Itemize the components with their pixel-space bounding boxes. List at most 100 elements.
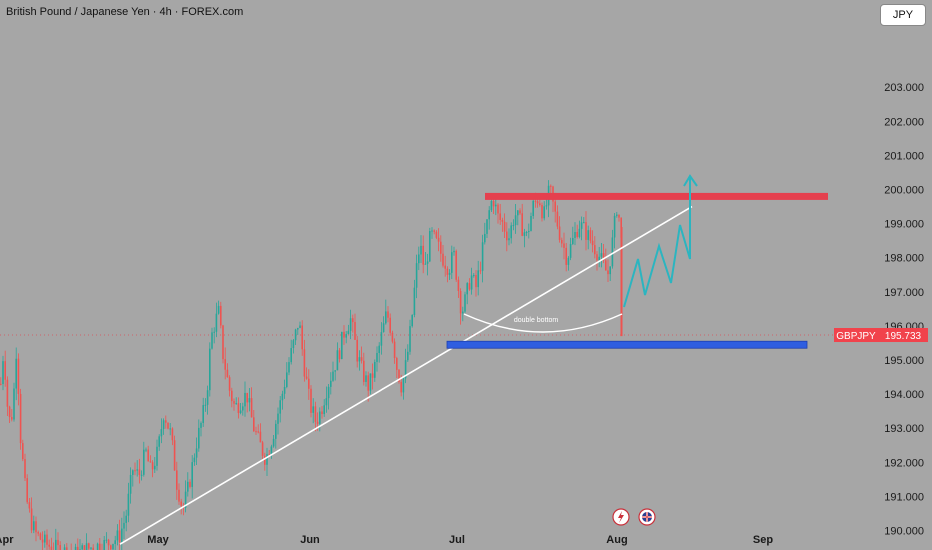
candle-body bbox=[433, 230, 435, 232]
y-tick-label: 191.000 bbox=[884, 491, 924, 503]
candle-body bbox=[345, 334, 347, 338]
candle-body bbox=[442, 253, 444, 266]
symbol-tag[interactable] bbox=[834, 328, 878, 343]
x-tick-label: Sep bbox=[753, 534, 773, 546]
candle-body bbox=[171, 428, 174, 441]
candle-body bbox=[391, 332, 394, 342]
candle-body bbox=[374, 361, 376, 378]
candle-body bbox=[107, 539, 110, 546]
candle-body bbox=[437, 237, 440, 242]
candle-body bbox=[277, 413, 279, 424]
candle-body bbox=[591, 240, 594, 246]
support-zone-outline bbox=[446, 340, 808, 349]
candle-body bbox=[154, 465, 156, 470]
candle-body bbox=[481, 242, 484, 271]
candle-body bbox=[22, 443, 24, 460]
candle-body bbox=[261, 442, 264, 456]
candle-body bbox=[316, 421, 319, 424]
candle-body bbox=[589, 230, 592, 241]
candle-body bbox=[349, 318, 352, 331]
candle-body bbox=[429, 231, 431, 262]
candle-body bbox=[303, 349, 306, 377]
candle-body bbox=[420, 245, 422, 255]
candle-body bbox=[275, 423, 277, 439]
y-tick-label: 195.000 bbox=[884, 355, 924, 367]
support-zone[interactable] bbox=[447, 341, 807, 349]
candle-body bbox=[180, 501, 182, 506]
candle-body bbox=[55, 539, 57, 550]
currency-button[interactable]: JPY bbox=[880, 4, 926, 26]
candle-body bbox=[59, 545, 61, 550]
projection-path[interactable] bbox=[623, 177, 691, 308]
candle-body bbox=[536, 201, 539, 204]
candle-body bbox=[279, 400, 281, 414]
candle-body bbox=[347, 330, 350, 335]
candle-body bbox=[389, 317, 391, 333]
candle-body bbox=[184, 491, 187, 508]
candle-body bbox=[19, 393, 22, 444]
candle-body bbox=[88, 543, 90, 549]
y-tick-label: 190.000 bbox=[884, 526, 924, 538]
candle-body bbox=[453, 250, 455, 253]
candle-body bbox=[409, 326, 411, 352]
candle-body bbox=[121, 528, 123, 543]
candle-body bbox=[444, 265, 446, 269]
trend-line[interactable] bbox=[119, 205, 693, 545]
y-tick-label: 197.000 bbox=[884, 287, 924, 299]
candle-body bbox=[198, 427, 200, 449]
candle-body bbox=[558, 226, 561, 240]
candle-body bbox=[290, 348, 292, 363]
candle-body bbox=[539, 203, 541, 205]
candle-body bbox=[77, 546, 79, 550]
candle-body bbox=[66, 547, 68, 550]
candle-body bbox=[39, 533, 42, 540]
candle-body bbox=[528, 230, 530, 232]
candle-body bbox=[451, 252, 453, 273]
candle-body bbox=[235, 403, 237, 405]
candle-body bbox=[506, 231, 508, 241]
candle-body bbox=[48, 544, 50, 547]
candle-body bbox=[35, 521, 37, 533]
candle-body bbox=[365, 375, 367, 383]
candle-body bbox=[503, 221, 506, 232]
candle-body bbox=[600, 253, 603, 257]
candle-body bbox=[466, 283, 468, 295]
candle-body bbox=[576, 231, 578, 238]
candle-body bbox=[532, 200, 534, 216]
y-tick-label: 193.000 bbox=[884, 423, 924, 435]
candle-body bbox=[266, 454, 268, 465]
candle-body bbox=[358, 357, 361, 362]
projection-arrowhead bbox=[683, 174, 698, 187]
y-tick-label: 200.000 bbox=[884, 185, 924, 197]
candle-body bbox=[162, 420, 165, 430]
candle-body bbox=[497, 204, 499, 214]
candle-body bbox=[125, 515, 127, 523]
candle-body bbox=[226, 369, 229, 378]
price-axis-panel[interactable] bbox=[870, 0, 932, 550]
candle-body bbox=[561, 239, 563, 244]
candle-body bbox=[92, 547, 94, 550]
candle-body bbox=[411, 314, 413, 327]
candle-body bbox=[367, 375, 369, 391]
candle-body bbox=[580, 222, 583, 229]
candle-body bbox=[0, 383, 2, 385]
candle-body bbox=[281, 393, 284, 401]
candle-body bbox=[446, 268, 449, 275]
candle-body bbox=[165, 420, 167, 423]
candle-body bbox=[508, 238, 510, 241]
double-bottom-arc[interactable] bbox=[463, 313, 623, 333]
candle-body bbox=[209, 348, 211, 391]
candle-body bbox=[583, 222, 585, 224]
candle-body bbox=[294, 329, 297, 341]
candle-body bbox=[145, 449, 147, 451]
candle-body bbox=[213, 331, 215, 333]
candle-body bbox=[233, 401, 235, 404]
resistance-zone[interactable] bbox=[485, 192, 828, 200]
candle-body bbox=[211, 332, 213, 349]
candle-body bbox=[352, 318, 354, 323]
candle-body bbox=[363, 360, 365, 383]
last-price-tag[interactable] bbox=[878, 328, 928, 343]
candle-body bbox=[415, 263, 418, 288]
